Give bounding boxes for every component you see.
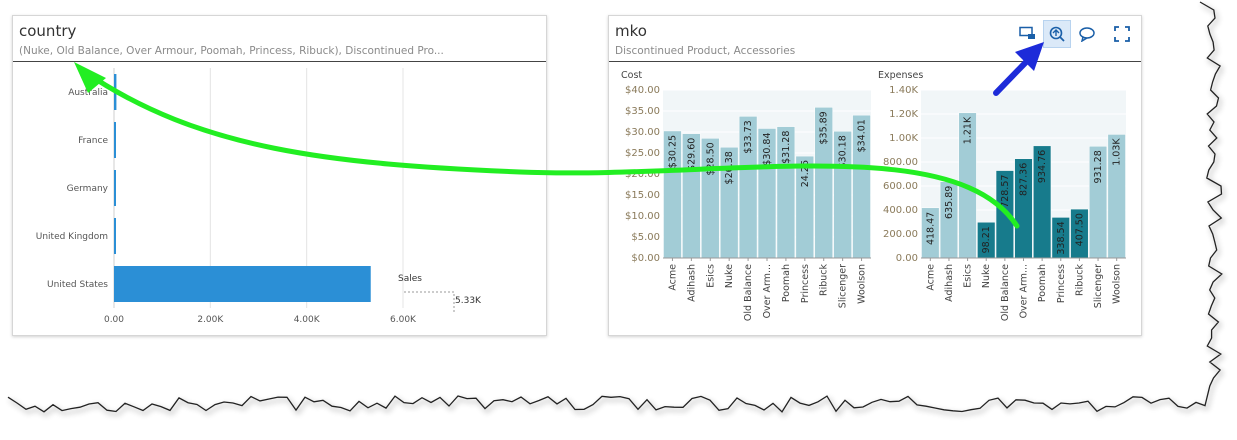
y-tick-label: $5.00 — [631, 232, 660, 243]
data-label: 418.47 — [925, 212, 936, 245]
y-tick-label: $35.00 — [625, 106, 660, 117]
legend-scale — [404, 291, 455, 312]
x-tick-label: Old Balance — [743, 264, 754, 321]
x-tick-label: Ribuck — [1074, 264, 1085, 297]
x-tick-label: Woolson — [1112, 264, 1123, 304]
torn-paper-edge — [7, 1, 1223, 413]
x-tick-label: Princess — [1056, 264, 1067, 303]
x-tick-label: 6.00K — [390, 315, 417, 325]
y-tick-label: 1.00K — [889, 133, 918, 144]
y-tick-label: $15.00 — [625, 190, 660, 201]
category-label: United States — [47, 280, 108, 290]
blue-arrowhead — [1015, 42, 1044, 71]
data-label: $31.28 — [781, 131, 792, 164]
x-tick-label: Over Arm... — [762, 264, 773, 318]
data-label: 1.21K — [963, 116, 974, 144]
panel-title: mko — [615, 22, 647, 40]
y-tick-label: 400.00 — [883, 205, 918, 216]
x-tick-label: Slicenger — [838, 264, 849, 308]
category-label: Germany — [67, 184, 109, 194]
y-tick-label: $0.00 — [631, 253, 660, 264]
x-tick-label: Poomah — [1037, 264, 1048, 302]
category-label: United Kingdom — [36, 232, 108, 242]
y-tick-label: 600.00 — [883, 181, 918, 192]
panel-subtitle: (Nuke, Old Balance, Over Armour, Poomah,… — [19, 45, 444, 57]
bar[interactable] — [114, 122, 116, 158]
title-divider — [13, 61, 546, 62]
data-label: $28.50 — [705, 142, 716, 175]
data-label: 931.28 — [1093, 150, 1104, 183]
data-label: $30.18 — [838, 135, 849, 168]
y-tick-label: $25.00 — [625, 148, 660, 159]
drill-icon[interactable] — [1043, 20, 1071, 48]
x-tick-label: Esics — [705, 264, 716, 288]
x-tick-label: 2.00K — [197, 315, 224, 325]
chart-title: Cost — [621, 70, 642, 81]
x-tick-label: Slicenger — [1093, 264, 1104, 308]
x-tick-label: 4.00K — [294, 315, 321, 325]
bar[interactable] — [114, 170, 116, 206]
data-label: 407.50 — [1074, 213, 1085, 246]
data-label: $30.84 — [762, 132, 773, 165]
x-tick-label: Adihash — [686, 264, 697, 302]
data-label: 24.26 — [800, 160, 811, 187]
x-tick-label: Acme — [925, 264, 936, 291]
legend-title: Sales — [398, 274, 422, 284]
x-tick-label: Esics — [963, 264, 974, 288]
mko-charts: Cost $0.00 $5.00 $10.00 $15.00 $20.00 $25.00 $3… — [621, 70, 1126, 321]
category-label: Australia — [68, 88, 108, 98]
data-label: 635.89 — [944, 186, 955, 219]
green-arrowhead — [74, 62, 106, 93]
chart-title: Expenses — [878, 70, 923, 81]
x-tick-label: Ribuck — [819, 264, 830, 297]
category-label: France — [78, 136, 108, 146]
data-label: $34.01 — [857, 119, 868, 152]
x-tick-label: Princess — [800, 264, 811, 303]
x-tick-label: Nuke — [724, 264, 735, 288]
fullscreen-icon[interactable] — [1108, 20, 1136, 48]
data-label: $29.60 — [686, 138, 697, 171]
y-tick-label: $30.00 — [625, 127, 660, 138]
data-label: 98.21 — [981, 226, 992, 253]
comment-icon[interactable] — [1073, 20, 1101, 48]
data-label: $35.89 — [819, 111, 830, 144]
present-icon[interactable] — [1014, 20, 1042, 48]
x-tick-label: Acme — [667, 264, 678, 291]
data-label: 728.57 — [1000, 175, 1011, 208]
data-label: 338.54 — [1056, 221, 1067, 254]
panel-subtitle: Discontinued Product, Accessories — [615, 45, 796, 57]
panel-title: country — [19, 22, 77, 40]
y-tick-label: $10.00 — [625, 211, 660, 222]
x-tick-label: Nuke — [981, 264, 992, 288]
country-panel: country (Nuke, Old Balance, Over Armour,… — [12, 15, 547, 336]
data-label: 1.03K — [1112, 138, 1123, 166]
y-tick-label: 1.20K — [889, 109, 918, 120]
data-label: $30.25 — [667, 135, 678, 168]
title-divider — [609, 61, 1141, 62]
x-tick-label: Over Arm... — [1019, 264, 1030, 318]
x-tick-label: Woolson — [857, 264, 868, 304]
y-tick-label: 1.40K — [889, 85, 918, 96]
data-label: 827.36 — [1019, 163, 1030, 196]
blue-annotation-arrow — [993, 57, 1031, 96]
green-annotation-arrow — [82, 69, 1020, 229]
y-tick-label: 200.00 — [883, 229, 918, 240]
y-tick-label: 0.00 — [896, 253, 918, 264]
legend-value: 5.33K — [455, 296, 482, 306]
x-tick-label: Adihash — [944, 264, 955, 302]
bar[interactable] — [114, 266, 371, 302]
mko-panel: mko Discontinued Product, Accessories Co… — [608, 15, 1142, 336]
x-tick-label: Old Balance — [1000, 264, 1011, 321]
bar[interactable] — [114, 218, 116, 254]
data-label: 934.76 — [1037, 150, 1048, 183]
x-tick-label: Poomah — [781, 264, 792, 302]
x-tick-label: 0.00 — [104, 315, 124, 325]
y-tick-label: $40.00 — [625, 85, 660, 96]
data-label: $33.73 — [743, 120, 754, 153]
y-tick-label: $20.00 — [625, 169, 660, 180]
y-tick-label: 800.00 — [883, 157, 918, 168]
